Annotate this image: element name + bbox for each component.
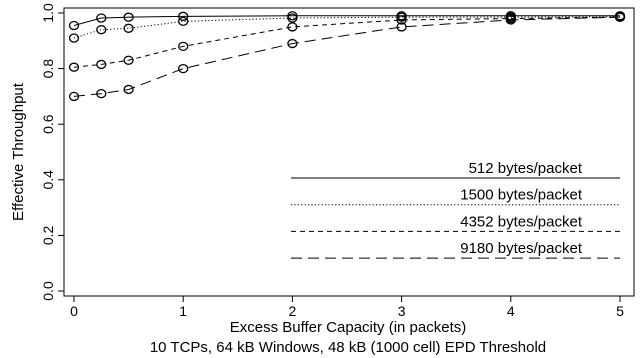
legend-item: 4352 bytes/packet <box>291 213 620 232</box>
data-point <box>396 12 407 22</box>
x-axis-ticks: 0 1 2 3 4 5 <box>70 296 624 319</box>
series-layer <box>68 11 626 102</box>
data-point <box>178 11 189 21</box>
data-point <box>96 59 107 70</box>
y-tick-label: 0.4 <box>40 170 56 190</box>
data-point <box>96 13 107 23</box>
data-point <box>123 23 134 33</box>
data-point <box>123 55 134 65</box>
data-point <box>178 41 189 52</box>
series-1 <box>68 11 626 31</box>
data-point <box>614 12 626 22</box>
legend-item: 512 bytes/packet <box>291 160 620 179</box>
x-tick-label: 2 <box>289 303 297 319</box>
y-tick-label: 0.6 <box>40 114 56 134</box>
y-tick-label: 1.0 <box>40 3 56 23</box>
x-tick-label: 0 <box>70 303 78 319</box>
y-axis-ticks: 0.0 0.2 0.4 0.6 0.8 1.0 <box>40 3 64 301</box>
data-point <box>178 63 189 74</box>
series-3 <box>68 12 626 72</box>
data-point <box>123 12 134 22</box>
legend-label: 4352 bytes/packet <box>460 213 583 230</box>
series-4 <box>68 12 626 102</box>
x-tick-label: 5 <box>616 303 624 319</box>
series-line <box>73 16 621 97</box>
series-line <box>73 16 621 68</box>
x-tick-label: 4 <box>507 303 515 319</box>
y-tick-label: 0.8 <box>40 59 56 79</box>
legend-label: 512 bytes/packet <box>469 160 583 177</box>
legend-item: 1500 bytes/packet <box>291 187 620 206</box>
data-point <box>68 20 80 31</box>
legend-label: 9180 bytes/packet <box>460 240 583 257</box>
plot-frame <box>63 7 635 297</box>
y-axis-title: Effective Throughput <box>10 82 27 221</box>
x-tick-label: 3 <box>398 303 406 319</box>
data-point <box>287 13 298 23</box>
data-point <box>68 33 80 43</box>
x-axis-title: Excess Buffer Capacity (in packets) <box>230 319 466 336</box>
legend: 512 bytes/packet 1500 bytes/packet 4352 by… <box>291 160 620 259</box>
data-point <box>68 91 80 102</box>
legend-item: 9180 bytes/packet <box>291 240 620 259</box>
data-point <box>396 22 407 32</box>
data-point <box>123 84 134 95</box>
legend-label: 1500 bytes/packet <box>460 187 583 204</box>
y-tick-label: 0.0 <box>40 281 56 301</box>
data-point <box>287 22 298 32</box>
data-point <box>505 15 516 25</box>
data-point <box>96 88 107 99</box>
chart-subtitle: 10 TCPs, 64 kB Windows, 48 kB (1000 cell… <box>150 339 546 356</box>
x-tick-label: 1 <box>179 303 187 319</box>
data-point <box>68 62 80 72</box>
data-point <box>396 15 407 25</box>
data-point <box>96 25 107 35</box>
data-point <box>287 38 298 49</box>
y-tick-label: 0.2 <box>40 225 56 245</box>
data-point <box>178 16 189 26</box>
